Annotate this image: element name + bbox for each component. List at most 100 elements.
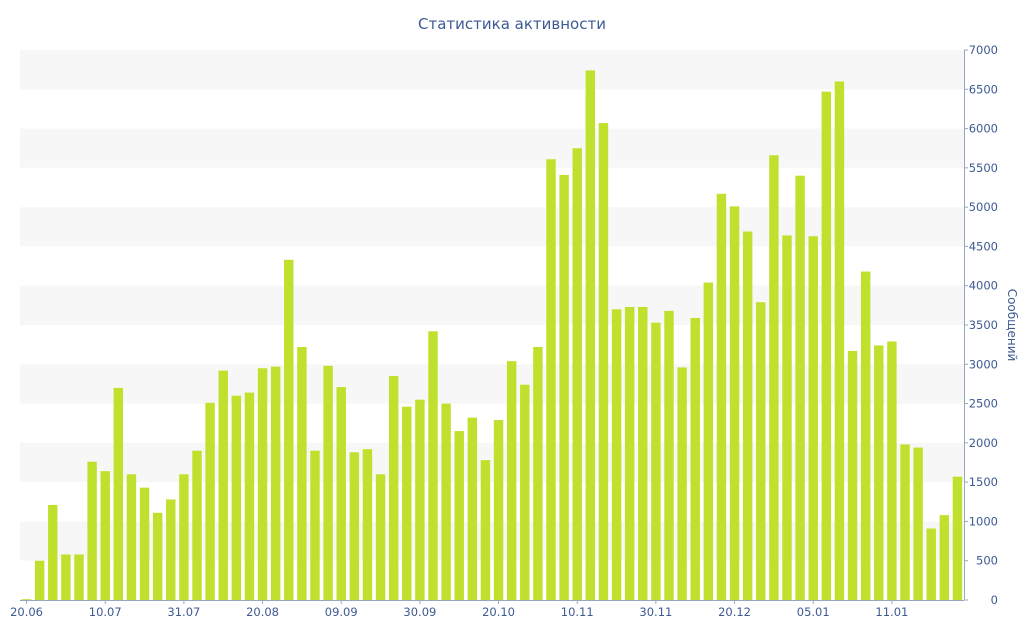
bar (100, 471, 110, 600)
bar (729, 206, 740, 601)
bar (520, 384, 530, 600)
y-tick-label: 6500 (969, 82, 998, 96)
bar (192, 450, 202, 600)
bar (113, 387, 124, 600)
grid-band (20, 285, 964, 325)
bar (742, 231, 753, 600)
bar (677, 367, 687, 600)
y-tick-label: 4500 (969, 239, 998, 253)
bar (205, 402, 215, 600)
bar (847, 350, 858, 600)
bar (270, 366, 281, 600)
bar (874, 345, 884, 600)
bar (795, 175, 805, 600)
bar (21, 599, 32, 600)
bar (454, 431, 464, 600)
bar (310, 450, 320, 600)
bar (821, 91, 832, 600)
bar (690, 317, 700, 600)
y-tick-label: 1500 (969, 475, 998, 489)
bar (34, 560, 45, 600)
bar (257, 368, 268, 600)
bar (362, 449, 373, 600)
x-tick-label: 09.09 (325, 605, 358, 619)
bar (703, 282, 714, 600)
bar (651, 322, 661, 600)
y-tick-label: 7000 (969, 43, 998, 57)
bar-series (21, 70, 963, 601)
y-tick-label: 5500 (969, 161, 998, 175)
grid-band (20, 207, 964, 247)
x-tick-label: 20.06 (10, 605, 43, 619)
bar (74, 554, 84, 600)
bar (402, 406, 412, 600)
bar (87, 461, 97, 600)
x-tick-label: 10.07 (89, 605, 122, 619)
bar (952, 476, 963, 600)
y-axis-title: Сообщений (1005, 289, 1019, 362)
x-tick-label: 11.01 (875, 605, 908, 619)
bar (782, 235, 792, 600)
bar (244, 392, 255, 600)
bar (664, 310, 674, 600)
bar (179, 474, 189, 600)
bar (349, 452, 360, 600)
grid-band (20, 521, 964, 561)
bar (716, 193, 727, 601)
bar (546, 159, 556, 600)
bar (756, 302, 766, 600)
bar (559, 174, 569, 600)
x-tick-label: 30.11 (639, 605, 672, 619)
bar (323, 365, 333, 600)
x-tick-label: 20.12 (718, 605, 751, 619)
bar (638, 306, 648, 600)
x-axis-ticks: 20.06 10.07 31.07 20.08 09.09 30.09 20.10 10.11… (10, 600, 908, 619)
bar (585, 70, 596, 601)
bar (624, 306, 635, 600)
y-tick-label: 1000 (969, 514, 998, 528)
bar (533, 347, 543, 600)
bar (231, 395, 242, 600)
bar (480, 460, 491, 600)
bar (48, 504, 58, 600)
y-tick-label: 3500 (969, 318, 998, 332)
x-tick-label: 30.09 (403, 605, 436, 619)
y-tick-label: 4000 (969, 279, 998, 293)
x-tick-label: 20.08 (246, 605, 279, 619)
bar (415, 399, 425, 600)
y-tick-label: 0 (991, 593, 998, 607)
bar (166, 499, 176, 600)
x-tick-label: 05.01 (797, 605, 830, 619)
bar (388, 376, 399, 600)
bar (860, 271, 871, 600)
grid-bands (20, 50, 964, 561)
y-axis-ticks: 0 500 1000 1500 2000 2500 3000 3500 4000 4500 5000… (964, 43, 998, 607)
x-tick-label: 31.07 (167, 605, 200, 619)
bar (887, 341, 897, 600)
bar (297, 347, 307, 600)
bar (441, 403, 451, 600)
y-tick-label: 2000 (969, 436, 998, 450)
bar (284, 259, 294, 600)
bar (926, 528, 936, 600)
bar (493, 420, 504, 600)
bar (506, 361, 517, 600)
bar (769, 155, 779, 601)
bar (834, 81, 845, 601)
bar (939, 515, 950, 600)
bar (139, 487, 150, 600)
y-tick-label: 2500 (969, 397, 998, 411)
bar (808, 236, 818, 600)
y-tick-label: 3000 (969, 357, 998, 371)
bar (126, 474, 137, 600)
x-tick-label: 20.10 (482, 605, 515, 619)
bar (598, 123, 609, 600)
grid-band (20, 50, 964, 90)
x-tick-label: 10.11 (561, 605, 594, 619)
bar (913, 447, 923, 600)
bar (467, 417, 478, 600)
bar (152, 512, 163, 600)
y-tick-label: 6000 (969, 122, 998, 136)
bar (336, 387, 346, 600)
